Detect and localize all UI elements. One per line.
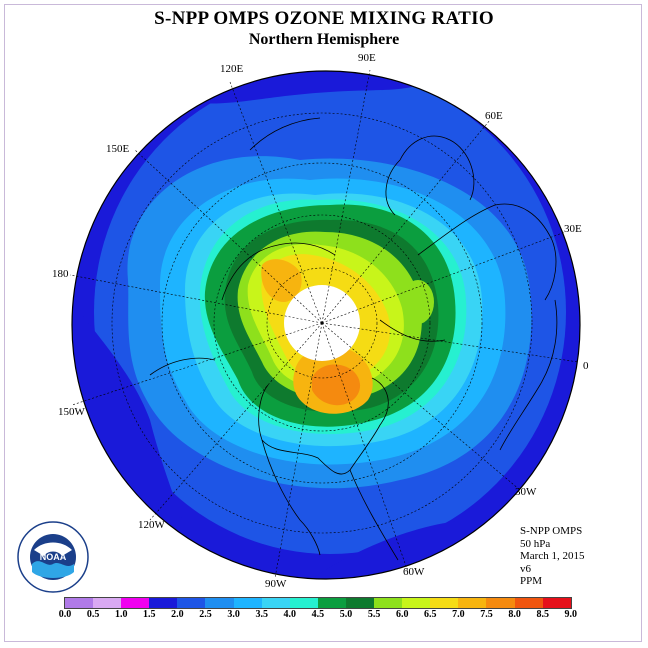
colorbar-ticks: 0.0 0.5 1.0 1.5 2.0 2.5 3.0 3.5 4.0 4.5 5.0 5.5 6.0 6… (59, 609, 584, 623)
colorbar-tick-label: 8.0 (508, 609, 521, 620)
colorbar-segment (149, 598, 178, 608)
colorbar (64, 597, 572, 609)
colorbar-tick-label: 0.5 (86, 609, 100, 620)
ozone-band-8.0 (312, 364, 361, 406)
colorbar-tick-label: 8.5 (536, 609, 549, 620)
coastlines (149, 117, 558, 561)
lon-label-30w: 30W (515, 486, 537, 498)
ozone-min-arc-north (180, 71, 440, 104)
lon-label-90e: 90E (358, 52, 376, 64)
colorbar-segment (65, 598, 94, 608)
colorbar-tick-label: 4.5 (311, 609, 325, 620)
map-subtitle: Northern Hemisphere (248, 31, 400, 48)
colorbar-tick-label: 2.5 (199, 609, 212, 620)
colorbar-tick-label: 0.0 (58, 609, 72, 620)
colorbar-segment (317, 598, 346, 608)
colorbar-segment (233, 598, 262, 608)
lon-label-120w: 120W (138, 519, 165, 531)
lon-label-90w: 90W (265, 578, 287, 590)
colorbar-segment (542, 598, 571, 608)
colorbar-tick-label: 1.0 (114, 609, 128, 620)
noaa-logo: NOAA (17, 521, 89, 593)
lon-label-60e: 60E (485, 110, 503, 122)
colorbar-tick-label: 6.5 (424, 609, 437, 620)
colorbar-tick-label: 3.5 (255, 609, 268, 620)
info-level: 50 hPa (520, 537, 551, 550)
colorbar-segment (121, 598, 150, 608)
colorbar-segment (486, 598, 515, 608)
colorbar-segment (205, 598, 234, 608)
graticule (69, 69, 579, 579)
info-instrument: S-NPP OMPS (520, 525, 583, 537)
map-border (71, 70, 581, 580)
colorbar-tick-label: 3.0 (227, 609, 240, 620)
colorbar-tick-label: 6.0 (395, 609, 409, 620)
lon-label-60w: 60W (403, 566, 425, 578)
colorbar-tick-label: 5.5 (367, 609, 381, 620)
colorbar-tick-label: 4.0 (283, 609, 297, 620)
colorbar-tick-label: 2.0 (171, 609, 184, 620)
lon-label-120e: 120E (220, 63, 244, 75)
info-units: PPM (520, 575, 543, 587)
colorbar-tick-label: 9.0 (564, 609, 578, 620)
colorbar-tick-label: 7.0 (452, 609, 465, 620)
colorbar-segment (261, 598, 290, 608)
colorbar-tick-label: 5.0 (339, 609, 353, 620)
colorbar-segment (514, 598, 543, 608)
colorbar-tick-label: 7.5 (480, 609, 493, 620)
lon-label-180: 180 (52, 268, 69, 280)
figure-frame (4, 4, 642, 642)
colorbar-segment (289, 598, 318, 608)
colorbar-segment (430, 598, 459, 608)
colorbar-segment (345, 598, 375, 608)
colorbar-segment (177, 598, 206, 608)
colorbar-tick-label: 1.5 (143, 609, 156, 620)
ozone-secondary-max (402, 280, 434, 324)
ozone-min-arc-south (310, 520, 475, 579)
ozone-band-7.5-north (261, 259, 302, 303)
lon-label-150e: 150E (106, 143, 130, 155)
info-version: v6 (520, 562, 531, 575)
lon-label-150w: 150W (58, 406, 85, 418)
colorbar-segment (374, 598, 403, 608)
colorbar-segment (402, 598, 431, 608)
logo-text: NOAA (40, 552, 67, 562)
ozone-min-arc-west (72, 300, 190, 540)
colorbar-segment (458, 598, 487, 608)
map-title: S-NPP OMPS OZONE MIXING RATIO (154, 8, 494, 29)
info-block: S-NPP OMPS 50 hPa March 1, 2015 v6 PPM (520, 525, 584, 588)
lon-label-0: 0 (583, 360, 589, 372)
lon-label-30e: 30E (564, 223, 582, 235)
info-date: March 1, 2015 (520, 550, 585, 562)
colorbar-segment (93, 598, 122, 608)
